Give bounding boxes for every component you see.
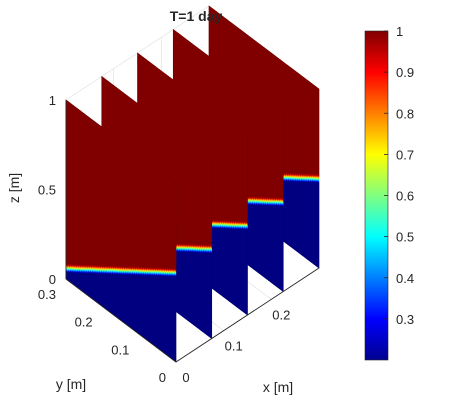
- slices: [65, 5, 320, 363]
- x-tick-label: 0: [182, 370, 189, 385]
- colorbar-tick-label: 0.5: [396, 230, 414, 245]
- y-axis-label: y [m]: [56, 376, 86, 392]
- colorbar-tick-label: 0.7: [396, 147, 414, 162]
- x-tick-label: 0.2: [272, 307, 290, 322]
- tick-labels: 00.10.200.10.20.300.51: [38, 93, 290, 385]
- z-tick-label: 0.5: [38, 183, 56, 198]
- y-tick-label: 0: [159, 370, 166, 385]
- x-axis-label: x [m]: [263, 379, 293, 395]
- z-axis-label: z [m]: [6, 173, 22, 203]
- colorbar-tick-label: 0.6: [396, 189, 414, 204]
- colorbar-tick-label: 0.3: [396, 312, 414, 327]
- colorbar-tick-label: 1: [396, 24, 403, 39]
- colorbar-tick-label: 0.9: [396, 65, 414, 80]
- colorbar-tick-label: 0.4: [396, 271, 414, 286]
- y-tick-label: 0.1: [111, 342, 129, 357]
- y-axis-line: [65, 278, 177, 363]
- z-tick-label: 1: [49, 93, 56, 108]
- x-axis-line: [175, 267, 320, 363]
- colorbar-ticks: 0.3 0.4 0.5 0.6 0.7 0.8 0.9 1: [384, 24, 414, 327]
- y-tick-label: 0.3: [38, 287, 56, 302]
- colorbar-tick-label: 0.8: [396, 106, 414, 121]
- slice-plane: [65, 99, 177, 363]
- colorbar: 0.3 0.4 0.5 0.6 0.7 0.8 0.9 1: [364, 24, 414, 361]
- chart-title: T=1 day: [170, 8, 223, 24]
- y-tick-label: 0.2: [75, 315, 93, 330]
- axis-frame: [65, 100, 320, 363]
- x-tick-label: 0.1: [225, 339, 243, 354]
- z-tick-label: 0: [49, 272, 56, 287]
